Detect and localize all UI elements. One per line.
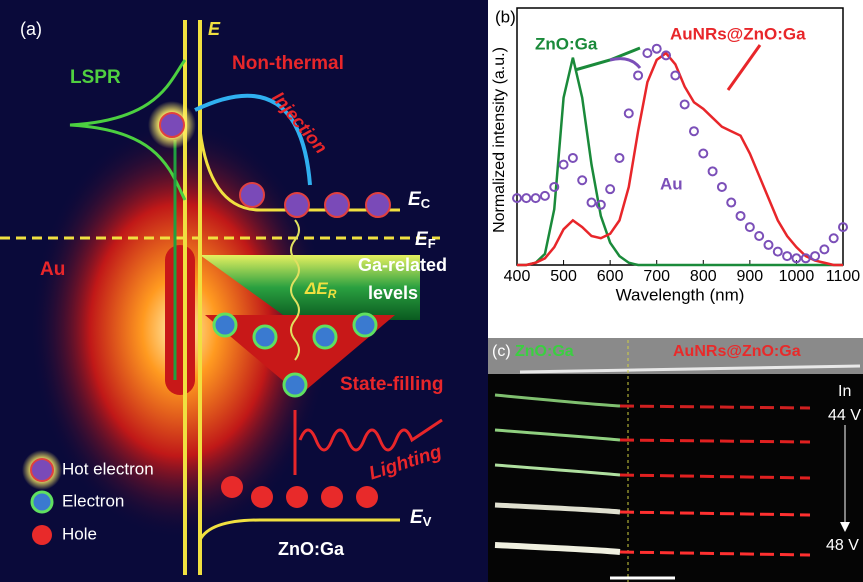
data-point bbox=[522, 194, 530, 202]
x-tick-label: 800 bbox=[690, 268, 717, 285]
hole bbox=[321, 486, 343, 508]
data-point bbox=[588, 199, 596, 207]
x-tick-label: 700 bbox=[643, 268, 670, 285]
electron bbox=[325, 193, 349, 217]
electron bbox=[214, 314, 236, 336]
data-point bbox=[737, 212, 745, 220]
data-point bbox=[532, 194, 540, 202]
data-point bbox=[746, 223, 754, 231]
au-rod bbox=[165, 245, 195, 395]
x-tick-label: 400 bbox=[504, 268, 531, 285]
series-label: AuNRs@ZnO:Ga bbox=[670, 24, 806, 43]
electron bbox=[285, 193, 309, 217]
data-point bbox=[699, 150, 707, 158]
right-label: AuNRs@ZnO:Ga bbox=[673, 343, 801, 360]
data-point bbox=[560, 161, 568, 169]
delta-er-sub: R bbox=[328, 287, 337, 301]
data-point bbox=[690, 127, 698, 135]
data-point bbox=[709, 167, 717, 175]
panel-b: (b) Wavelength (nm) Normalized intensity… bbox=[491, 7, 860, 304]
panel-c: (c) ZnO:Ga AuNRs@ZnO:Ga In 44 V 48 V bbox=[488, 338, 863, 582]
electron bbox=[240, 183, 264, 207]
electron bbox=[254, 326, 276, 348]
panel-label: (b) bbox=[495, 7, 516, 26]
state-filling-label: State-filling bbox=[340, 374, 443, 395]
electrode-label: In bbox=[838, 383, 851, 400]
hole bbox=[356, 486, 378, 508]
hole bbox=[251, 486, 273, 508]
annotation-arrow bbox=[728, 45, 760, 90]
series-label: Au bbox=[660, 174, 683, 193]
electron bbox=[366, 193, 390, 217]
panel-label: (a) bbox=[20, 19, 42, 39]
legend-hole bbox=[32, 525, 52, 545]
electron bbox=[354, 314, 376, 336]
energy-label: E bbox=[208, 19, 221, 39]
data-point bbox=[681, 100, 689, 108]
page: { "panel_a": { "label": "(a)", "energy_a… bbox=[0, 0, 863, 582]
hole bbox=[221, 476, 243, 498]
data-point bbox=[653, 45, 661, 53]
figure: (a) E LSPR Non-thermal Injection EC EF E… bbox=[0, 0, 863, 582]
data-point bbox=[541, 192, 549, 200]
data-point bbox=[830, 234, 838, 242]
left-label: ZnO:Ga bbox=[515, 343, 574, 360]
hot-electron bbox=[160, 113, 184, 137]
lspr-label: LSPR bbox=[70, 67, 121, 88]
legend-label: Electron bbox=[62, 491, 124, 510]
data-point bbox=[811, 252, 819, 260]
ef-sub: F bbox=[428, 236, 436, 251]
x-tick-label: 900 bbox=[737, 268, 764, 285]
data-point bbox=[578, 176, 586, 184]
series-label: ZnO:Ga bbox=[535, 34, 598, 53]
y-axis-title: Normalized intensity (a.u.) bbox=[491, 47, 508, 233]
x-tick-label: 1100 bbox=[826, 268, 861, 285]
legend-label: Hole bbox=[62, 524, 97, 543]
x-axis-title: Wavelength (nm) bbox=[616, 285, 745, 304]
data-point bbox=[615, 154, 623, 162]
panel-a: (a) E LSPR Non-thermal Injection EC EF E… bbox=[0, 0, 488, 582]
ga-related-label: Ga-related bbox=[358, 255, 447, 275]
material-label: ZnO:Ga bbox=[278, 539, 345, 559]
data-point bbox=[727, 199, 735, 207]
hole bbox=[286, 486, 308, 508]
electron bbox=[314, 326, 336, 348]
data-point bbox=[634, 71, 642, 79]
data-point bbox=[569, 154, 577, 162]
au-label: Au bbox=[40, 259, 65, 280]
ec-sub: C bbox=[421, 196, 431, 211]
data-point bbox=[718, 183, 726, 191]
levels-label: levels bbox=[368, 283, 418, 303]
voltage-end: 48 V bbox=[826, 537, 859, 554]
data-point bbox=[625, 109, 633, 117]
annotation-arrow bbox=[610, 59, 640, 68]
data-point bbox=[820, 245, 828, 253]
data-point bbox=[764, 241, 772, 249]
x-tick-label: 500 bbox=[550, 268, 577, 285]
x-tick-label: 600 bbox=[597, 268, 624, 285]
x-tick-label: 1000 bbox=[779, 268, 815, 285]
non-thermal-label: Non-thermal bbox=[232, 53, 344, 74]
data-point bbox=[755, 232, 763, 240]
panel-label: (c) bbox=[492, 343, 511, 360]
data-point bbox=[774, 248, 782, 256]
delta-er-main: ΔE bbox=[304, 279, 328, 298]
voltage-start: 44 V bbox=[828, 407, 861, 424]
data-point bbox=[783, 252, 791, 260]
ev-sub: V bbox=[423, 514, 432, 529]
data-point bbox=[606, 185, 614, 193]
data-point bbox=[671, 71, 679, 79]
data-point bbox=[643, 49, 651, 57]
legend-hot-electron bbox=[31, 459, 53, 481]
legend-electron bbox=[32, 492, 52, 512]
electron bbox=[284, 374, 306, 396]
legend-label: Hot electron bbox=[62, 459, 154, 478]
